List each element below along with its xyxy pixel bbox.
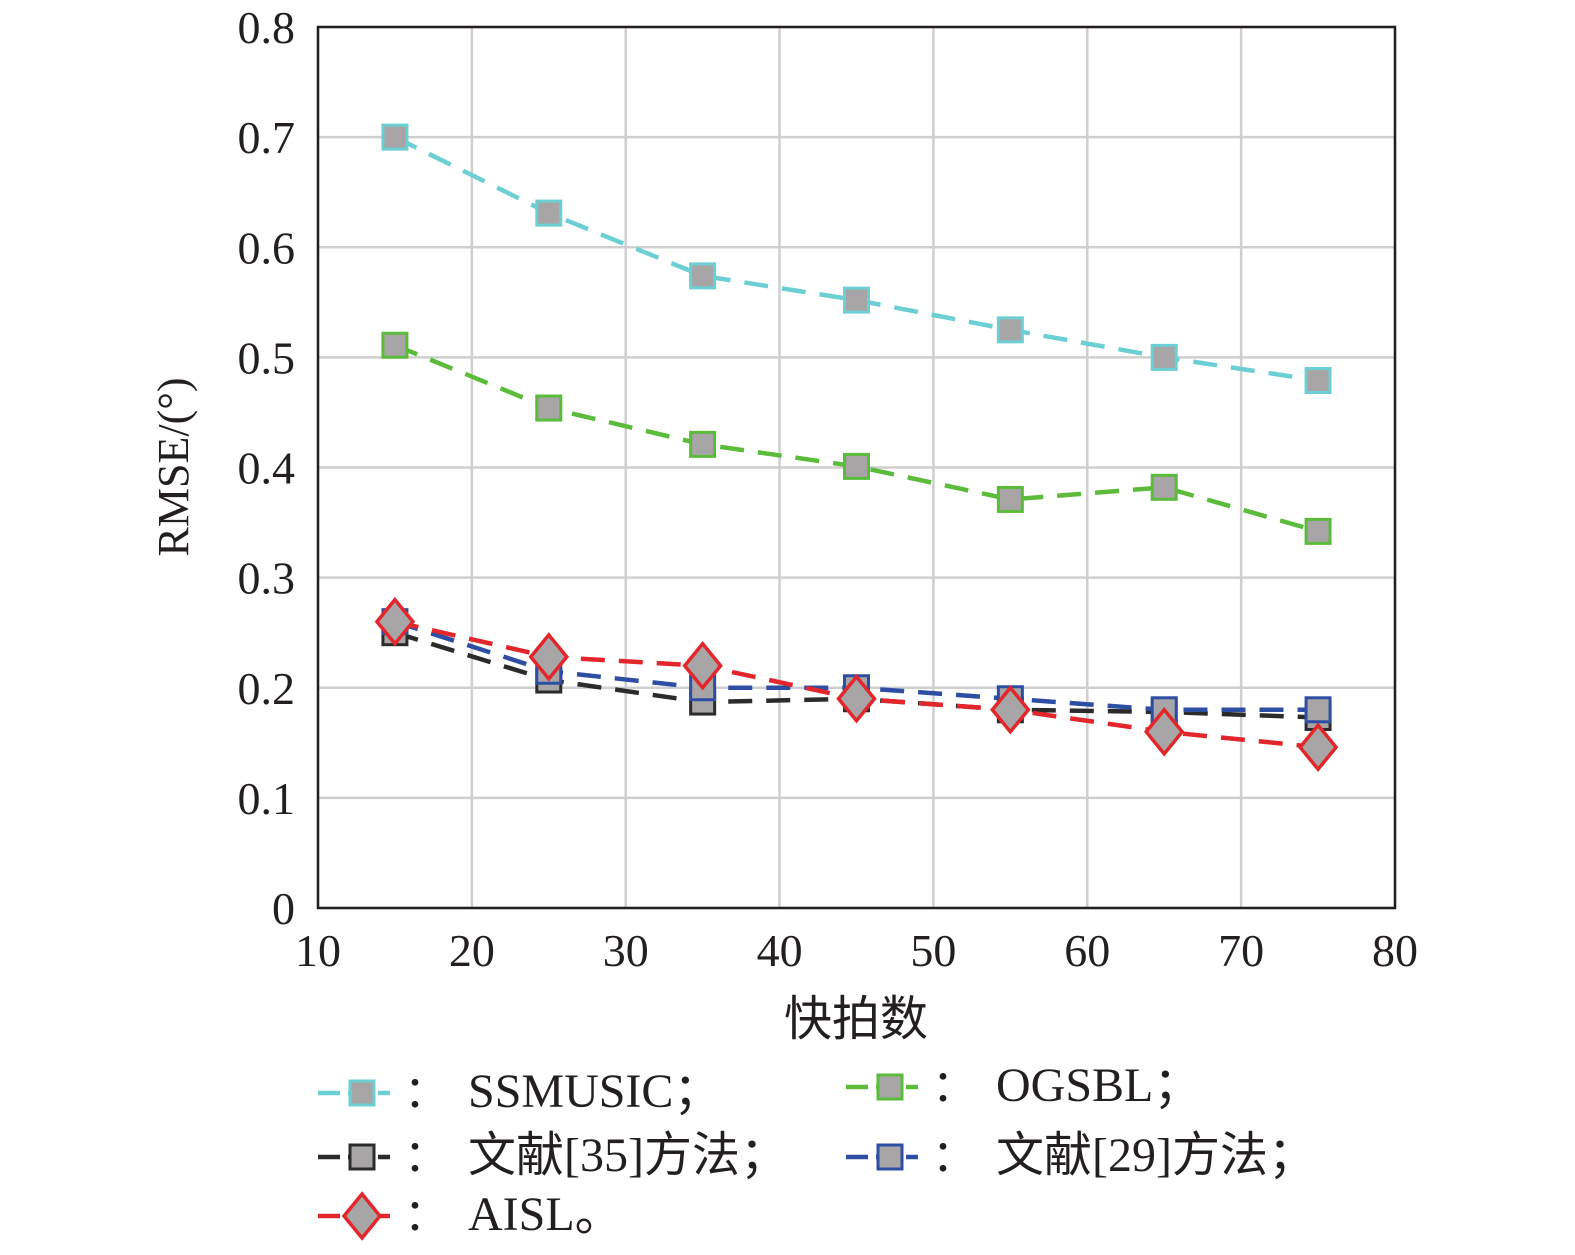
- data-point: [528, 632, 570, 682]
- series-0: [381, 123, 1332, 395]
- series-4: [374, 596, 1339, 772]
- x-tick-label: 60: [1064, 925, 1110, 976]
- legend-marker: [876, 1143, 904, 1171]
- x-tick-label: 20: [449, 925, 495, 976]
- data-point: [1150, 473, 1178, 501]
- legend-marker: [876, 1073, 904, 1101]
- legend-separator: ：: [404, 1068, 448, 1117]
- y-tick-label: 0.5: [238, 332, 296, 383]
- series-line: [394, 343, 1319, 534]
- y-tick-label: 0.6: [238, 222, 296, 273]
- legend-item: ： SSMUSIC；: [318, 1065, 721, 1118]
- y-axis-label: RMSE/(°): [149, 378, 198, 557]
- data-point: [381, 331, 409, 359]
- series-layer: [374, 123, 1339, 772]
- series-line: [393, 135, 1319, 383]
- data-point: [843, 452, 870, 480]
- x-tick-label: 10: [295, 925, 341, 976]
- data-point: [535, 394, 563, 422]
- x-tick-label: 40: [757, 925, 803, 976]
- y-tick-label: 0.3: [238, 553, 296, 604]
- legend-label: SSMUSIC；: [468, 1065, 721, 1118]
- legend-marker: [348, 1143, 376, 1171]
- legend-separator: ：: [932, 1062, 976, 1111]
- y-tick-label: 0.2: [238, 663, 296, 714]
- legend-item: ： 文献[35]方法；: [318, 1129, 788, 1182]
- data-point: [1143, 707, 1185, 757]
- x-tick-label: 70: [1218, 925, 1264, 976]
- series-1: [381, 331, 1332, 545]
- data-point: [843, 286, 870, 314]
- legend-item: ： OGSBL；: [846, 1059, 1201, 1112]
- legend-label: OGSBL；: [996, 1059, 1201, 1112]
- plot-frame: [316, 25, 1397, 910]
- data-point: [689, 262, 717, 290]
- x-tick-label: 80: [1372, 925, 1418, 976]
- y-tick-label: 0.1: [238, 773, 296, 824]
- x-tick-label: 30: [603, 925, 649, 976]
- legend-label: AISL。: [468, 1188, 623, 1241]
- data-point: [1297, 722, 1339, 772]
- data-point: [682, 640, 723, 691]
- data-point: [996, 316, 1024, 344]
- legend-item: ： 文献[29]方法；: [846, 1129, 1316, 1182]
- y-tick-label: 0.7: [238, 112, 296, 163]
- data-point: [381, 123, 409, 151]
- legend-label: 文献[29]方法；: [996, 1129, 1316, 1182]
- legend-marker: [341, 1191, 383, 1241]
- data-point: [374, 596, 416, 647]
- legend-item: ： AISL。: [318, 1188, 623, 1241]
- y-tick-label: 0.4: [238, 443, 296, 494]
- y-tick-label: 0: [272, 883, 295, 934]
- data-point: [836, 673, 877, 724]
- tick-labels: 10 20 30 40 50 60 70 80 0 0.1 0.2 0.3 0.4 0.5 0.6 0.7 0.…: [238, 2, 1419, 976]
- legend-marker: [348, 1079, 376, 1107]
- data-point: [1304, 696, 1332, 724]
- data-point: [1150, 343, 1178, 371]
- data-point: [535, 199, 563, 227]
- legend-separator: ：: [404, 1132, 448, 1181]
- data-point: [996, 485, 1024, 513]
- legend: ： SSMUSIC； ： OGSBL； ： 文献[35]方法； ： 文献[29]方法； ： AIS…: [318, 1059, 1316, 1241]
- legend-label: 文献[35]方法；: [468, 1129, 788, 1182]
- data-point: [689, 430, 717, 458]
- x-axis-label: 快拍数: [784, 993, 928, 1046]
- legend-separator: ：: [404, 1191, 448, 1240]
- data-point: [1304, 367, 1332, 395]
- y-tick-label: 0.8: [238, 2, 296, 53]
- legend-separator: ：: [932, 1132, 976, 1181]
- x-tick-label: 50: [910, 925, 956, 976]
- data-point: [990, 685, 1031, 735]
- data-point: [1304, 517, 1332, 545]
